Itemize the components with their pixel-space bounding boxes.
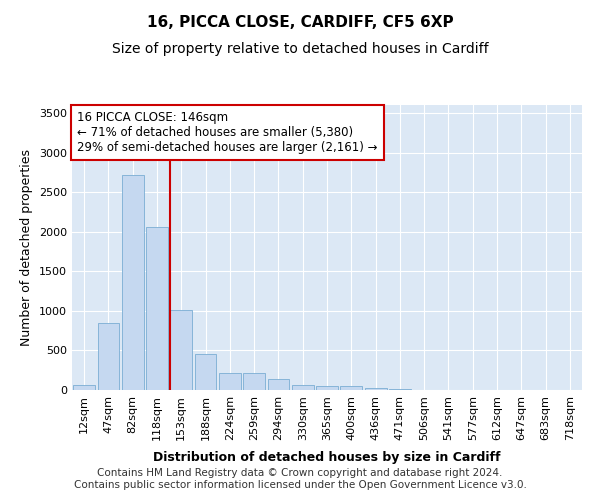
Bar bbox=[340, 386, 362, 390]
Bar bbox=[122, 174, 143, 390]
Bar bbox=[146, 227, 168, 390]
Bar bbox=[365, 388, 386, 390]
Text: 16, PICCA CLOSE, CARDIFF, CF5 6XP: 16, PICCA CLOSE, CARDIFF, CF5 6XP bbox=[146, 15, 454, 30]
Bar bbox=[219, 373, 241, 390]
Bar bbox=[97, 322, 119, 390]
Bar bbox=[292, 385, 314, 390]
Text: Contains HM Land Registry data © Crown copyright and database right 2024.
Contai: Contains HM Land Registry data © Crown c… bbox=[74, 468, 526, 490]
Bar bbox=[268, 380, 289, 390]
Bar bbox=[194, 354, 217, 390]
Text: Size of property relative to detached houses in Cardiff: Size of property relative to detached ho… bbox=[112, 42, 488, 56]
Bar bbox=[170, 310, 192, 390]
Bar bbox=[243, 373, 265, 390]
Text: 16 PICCA CLOSE: 146sqm
← 71% of detached houses are smaller (5,380)
29% of semi-: 16 PICCA CLOSE: 146sqm ← 71% of detached… bbox=[77, 110, 377, 154]
Bar bbox=[389, 389, 411, 390]
X-axis label: Distribution of detached houses by size in Cardiff: Distribution of detached houses by size … bbox=[153, 451, 501, 464]
Bar bbox=[316, 386, 338, 390]
Y-axis label: Number of detached properties: Number of detached properties bbox=[20, 149, 34, 346]
Bar bbox=[73, 385, 95, 390]
